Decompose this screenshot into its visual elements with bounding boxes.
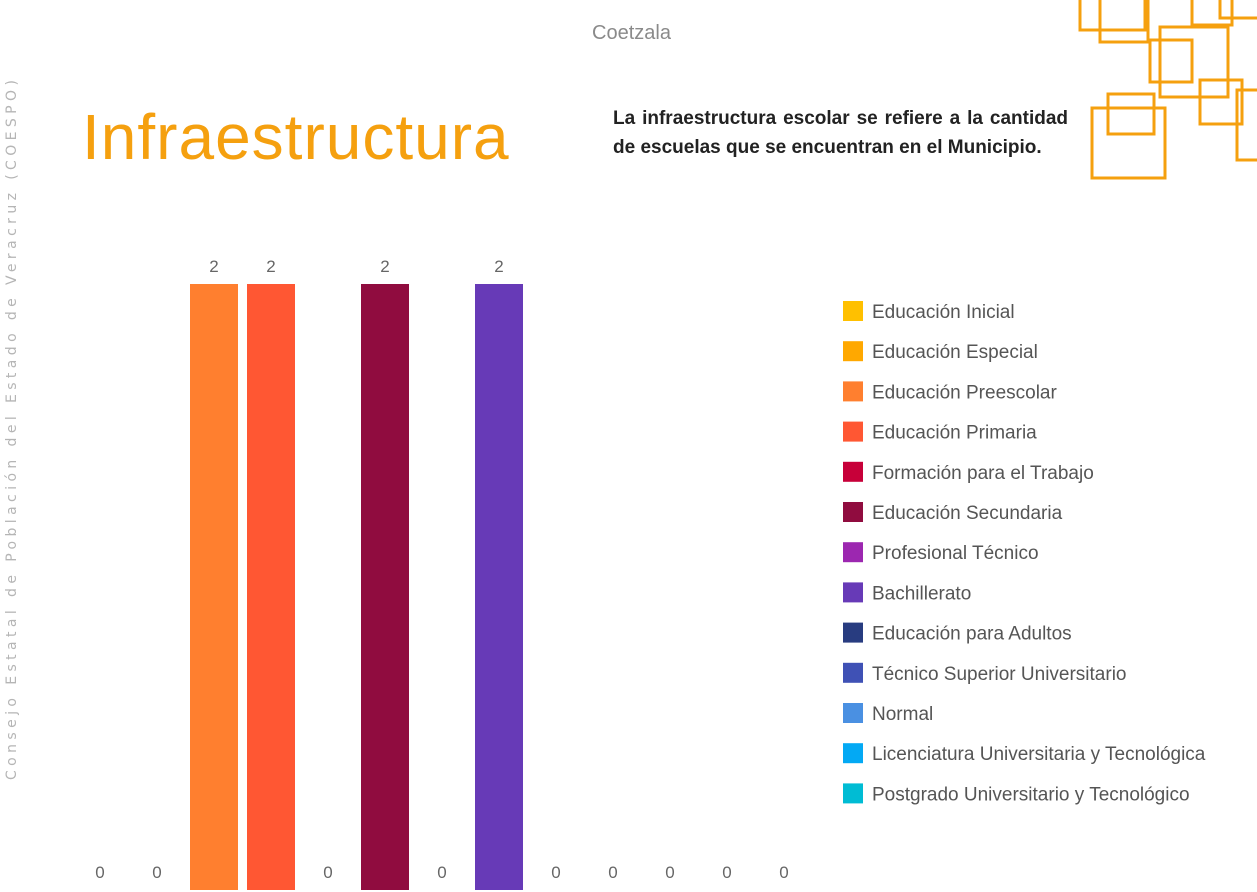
legend-swatch: [843, 462, 863, 482]
legend-swatch: [843, 341, 863, 361]
legend-swatch: [843, 301, 863, 321]
legend-label: Formación para el Trabajo: [872, 463, 1094, 484]
legend-swatch: [843, 381, 863, 401]
legend-label: Educación Inicial: [872, 302, 1015, 323]
value-label: 0: [95, 863, 104, 882]
legend-swatch: [843, 663, 863, 683]
legend-swatch: [843, 783, 863, 803]
legend-swatch: [843, 422, 863, 442]
legend-swatch: [843, 542, 863, 562]
page: Consejo Estatal de Población del Estado …: [0, 0, 1257, 892]
value-label: 0: [551, 863, 560, 882]
bar: [190, 284, 238, 890]
legend-label: Licenciatura Universitaria y Tecnológica: [872, 744, 1206, 765]
legend-label: Bachillerato: [872, 583, 971, 604]
legend-swatch: [843, 743, 863, 763]
value-label: 2: [209, 257, 218, 276]
legend-label: Educación Primaria: [872, 423, 1037, 444]
value-label: 0: [437, 863, 446, 882]
legend-label: Profesional Técnico: [872, 543, 1039, 564]
value-label: 2: [266, 257, 275, 276]
value-label: 0: [608, 863, 617, 882]
value-label: 2: [380, 257, 389, 276]
legend-label: Educación Secundaria: [872, 503, 1063, 524]
bar: [361, 284, 409, 890]
legend-swatch: [843, 502, 863, 522]
value-label: 0: [665, 863, 674, 882]
value-label: 0: [779, 863, 788, 882]
legend-label: Postgrado Universitario y Tecnológico: [872, 784, 1190, 805]
legend-label: Educación Preescolar: [872, 382, 1057, 403]
value-label: 0: [152, 863, 161, 882]
legend-label: Normal: [872, 704, 933, 725]
decoration: [1080, 0, 1257, 178]
chart: 0 0 2 2 0 2 0 2 0 0 0 0 0 Educación Inicial Educación …: [0, 0, 1257, 892]
bar: [247, 284, 295, 890]
legend-label: Técnico Superior Universitario: [872, 664, 1127, 685]
value-label: 0: [323, 863, 332, 882]
legend-label: Educación para Adultos: [872, 624, 1072, 645]
legend-swatch: [843, 582, 863, 602]
legend-label: Educación Especial: [872, 342, 1038, 363]
value-label: 0: [722, 863, 731, 882]
value-label: 2: [494, 257, 503, 276]
legend-swatch: [843, 623, 863, 643]
legend-swatch: [843, 703, 863, 723]
bar: [475, 284, 523, 890]
